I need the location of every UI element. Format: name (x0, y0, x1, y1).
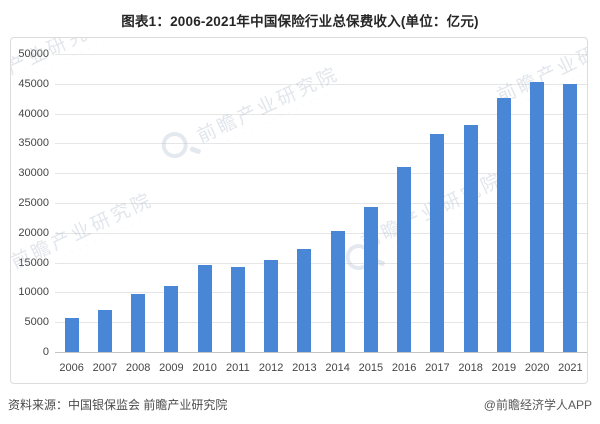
bar-column-2010 (188, 54, 221, 352)
y-tick-label: 25000 (18, 197, 49, 209)
x-tick-label-2021: 2021 (558, 362, 583, 374)
x-tick-label-2012: 2012 (258, 362, 284, 374)
bar-column-2011 (221, 54, 254, 352)
attribution-note: @前瞻经济学人APP (483, 398, 592, 412)
x-tick-label-2011: 2011 (226, 362, 250, 374)
gridline (55, 292, 587, 294)
bar-2009 (164, 285, 179, 352)
y-tick-label: 0 (42, 346, 49, 358)
y-tick-label: 10000 (18, 286, 49, 299)
data-source-note: 资料来源：中国银保监会 前瞻产业研究院 (8, 398, 228, 412)
x-tick-label-2014: 2014 (325, 362, 350, 374)
x-tick-label-2016: 2016 (391, 362, 417, 374)
bar-column-2014 (321, 54, 354, 352)
bar-2006 (64, 318, 79, 352)
bar-column-2016 (388, 54, 421, 352)
bar-2007 (97, 310, 112, 352)
x-tick-label-2006: 2006 (59, 362, 84, 374)
gridline (55, 232, 587, 234)
gridline (55, 113, 587, 115)
x-tick-label-2017: 2017 (425, 362, 450, 374)
bar-2008 (131, 293, 146, 352)
bar-column-2020 (521, 54, 554, 352)
gridline (55, 203, 587, 204)
y-tick-label: 45000 (18, 77, 49, 90)
x-axis-line (55, 352, 587, 353)
bar-column-2009 (155, 54, 188, 352)
x-axis-labels: 2006 2007 2008 2009 2010 2011 2012 2013 2014 2015… (55, 362, 587, 374)
bar-column-2008 (122, 54, 155, 352)
x-tick-label-2018: 2018 (458, 362, 483, 374)
x-tick-label-2020: 2020 (524, 362, 550, 374)
x-tick-label-2007: 2007 (92, 362, 118, 374)
gridline (55, 143, 587, 145)
y-tick-label: 40000 (18, 107, 49, 120)
bars-layer (55, 54, 587, 352)
gridline (55, 262, 587, 264)
x-tick-label-2008: 2008 (125, 362, 151, 374)
x-tick-label-2013: 2013 (292, 362, 317, 374)
bar-2016 (397, 167, 412, 352)
bar-2021 (563, 84, 578, 352)
bar-2020 (530, 82, 545, 352)
y-tick-label: 15000 (18, 256, 49, 269)
bar-column-2021 (554, 54, 587, 352)
bar-2013 (297, 249, 312, 352)
gridline (55, 322, 587, 324)
bar-column-2019 (487, 54, 520, 352)
bar-2011 (230, 266, 245, 352)
y-tick-label: 30000 (18, 167, 49, 180)
bar-2012 (264, 259, 279, 352)
x-tick-label-2019: 2019 (491, 362, 517, 374)
bar-column-2012 (255, 54, 288, 352)
bar-2010 (197, 265, 212, 352)
bar-2015 (363, 207, 378, 352)
y-tick-label: 35000 (18, 137, 49, 150)
bar-2014 (330, 231, 345, 352)
bar-column-2018 (454, 54, 487, 352)
y-tick-label: 20000 (18, 226, 49, 239)
bar-column-2013 (288, 54, 321, 352)
bar-2017 (430, 133, 445, 352)
gridline (55, 54, 587, 55)
chart-title: 图表1：2006-2021年中国保险行业总保费收入(单位：亿元) (121, 14, 479, 29)
bar-column-2017 (421, 54, 454, 352)
bar-column-2006 (55, 54, 88, 352)
x-tick-label-2009: 2009 (159, 362, 184, 374)
y-tick-label: 50000 (18, 48, 49, 60)
x-tick-label-2015: 2015 (358, 362, 384, 374)
gridline (55, 173, 587, 175)
x-tick-label-2010: 2010 (192, 362, 217, 374)
gridline (55, 83, 587, 85)
bar-2018 (463, 125, 478, 352)
bar-column-2015 (354, 54, 387, 352)
y-tick-label: 5000 (24, 316, 49, 329)
bar-column-2007 (88, 54, 121, 352)
bar-2019 (496, 97, 511, 352)
chart-card: 前瞻产业研究院 · · · · · · · · · · · · · · · 前瞻… (10, 37, 588, 384)
